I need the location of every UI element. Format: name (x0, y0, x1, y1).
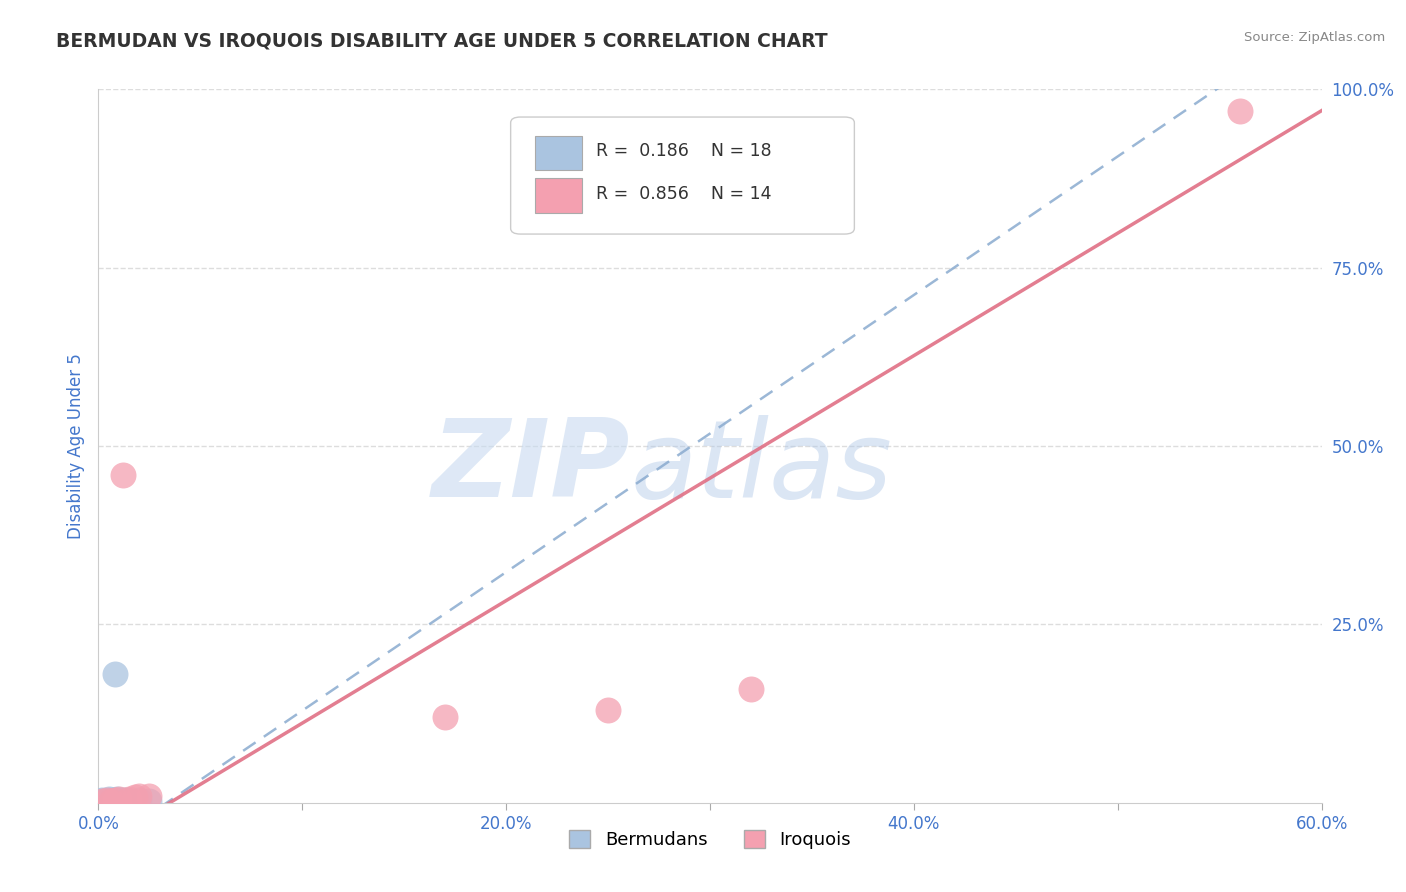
Text: Source: ZipAtlas.com: Source: ZipAtlas.com (1244, 31, 1385, 45)
Point (114, 794, 136, 808)
Point (89, 794, 111, 808)
Point (97, 792, 120, 806)
Text: R =  0.856    N = 14: R = 0.856 N = 14 (596, 186, 772, 203)
Text: atlas: atlas (630, 415, 893, 520)
Point (108, 792, 131, 806)
Point (104, 793, 127, 807)
Point (105, 792, 128, 806)
Point (118, 794, 141, 808)
Point (598, 703, 620, 717)
Point (91, 794, 114, 808)
Point (101, 794, 124, 808)
Point (1229, 103, 1251, 118)
Point (100, 793, 122, 807)
Point (104, 667, 127, 681)
Y-axis label: Disability Age Under 5: Disability Age Under 5 (66, 353, 84, 539)
Point (138, 789, 160, 803)
Text: ZIP: ZIP (432, 415, 630, 520)
Point (128, 793, 150, 807)
Legend: Bermudans, Iroquois: Bermudans, Iroquois (560, 821, 860, 858)
Point (115, 793, 138, 807)
Point (128, 789, 150, 804)
FancyBboxPatch shape (536, 136, 582, 169)
Point (434, 710, 457, 724)
Text: BERMUDAN VS IROQUOIS DISABILITY AGE UNDER 5 CORRELATION CHART: BERMUDAN VS IROQUOIS DISABILITY AGE UNDE… (56, 31, 828, 50)
Point (118, 791, 141, 805)
Point (104, 793, 127, 807)
Text: R =  0.186    N = 18: R = 0.186 N = 18 (596, 143, 772, 161)
Point (111, 793, 134, 807)
Point (138, 794, 160, 808)
Point (124, 790, 146, 805)
Point (108, 794, 131, 808)
FancyBboxPatch shape (510, 117, 855, 234)
Point (100, 794, 122, 808)
Point (93, 794, 115, 808)
Point (96, 793, 118, 807)
Point (740, 681, 762, 696)
FancyBboxPatch shape (536, 178, 582, 212)
Point (111, 467, 134, 482)
Point (91, 793, 114, 807)
Point (97, 794, 120, 808)
Point (96, 794, 118, 808)
